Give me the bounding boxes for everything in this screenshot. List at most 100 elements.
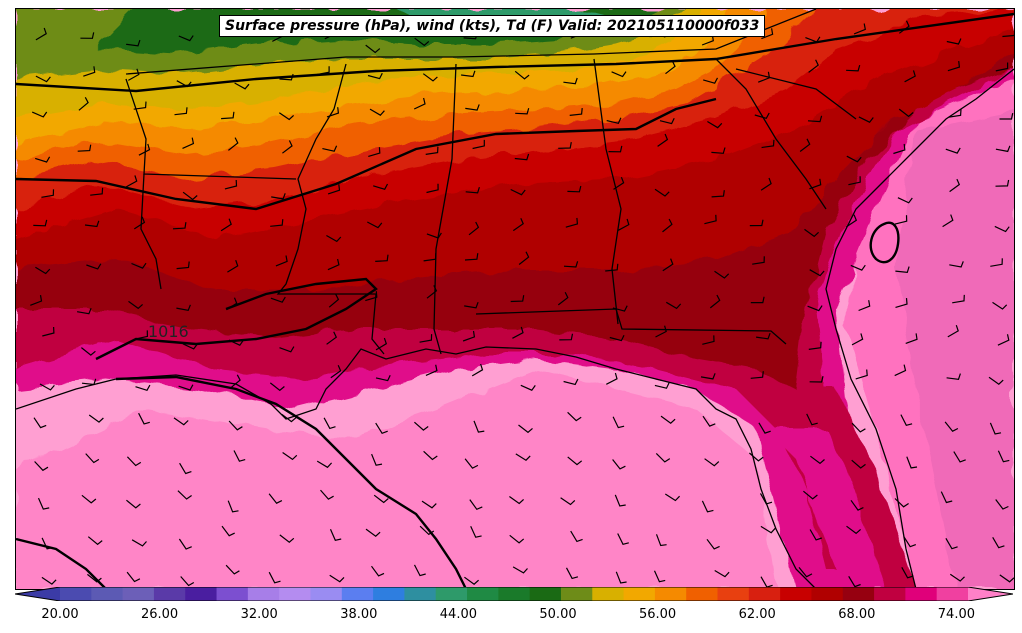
wind-barb [804, 228, 820, 238]
wind-barb [947, 325, 959, 338]
colorbar-swatch [686, 587, 719, 601]
wind-barb [233, 450, 246, 462]
wind-barb [563, 378, 579, 386]
wind-barb [761, 139, 775, 149]
wind-barb [180, 576, 195, 587]
wind-barb [179, 462, 192, 475]
wind-barb [509, 534, 525, 544]
wind-barb [425, 146, 439, 155]
wind-barb [754, 112, 770, 120]
colorbar-swatch [341, 587, 374, 601]
wind-barb [714, 569, 730, 578]
colorbar-swatch [874, 587, 906, 601]
wind-barb [228, 137, 239, 151]
wind-barb [654, 188, 670, 197]
wind-barb [906, 456, 918, 469]
wind-barb [78, 97, 89, 111]
wind-barb [371, 565, 385, 577]
wind-barb [665, 301, 682, 310]
wind-barb [612, 416, 625, 429]
colorbar-extend-high [968, 587, 1013, 601]
wind-barb [512, 566, 528, 574]
wind-barbs [30, 20, 1014, 588]
colorbar-swatch [373, 587, 405, 601]
wind-barb [569, 108, 583, 116]
wind-barb [761, 28, 774, 40]
colorbar-swatch [122, 587, 155, 601]
wind-barb [706, 538, 720, 550]
wind-barb [563, 261, 579, 268]
wind-barb [369, 108, 385, 116]
wind-barb [178, 384, 194, 391]
wind-barb [946, 38, 962, 45]
wind-barb [330, 365, 342, 379]
wind-barb [419, 334, 433, 343]
wind-barb [227, 500, 239, 513]
wind-barb [995, 62, 1009, 72]
wind-barb [371, 453, 383, 466]
wind-barb [999, 574, 1014, 583]
wind-barb [322, 145, 338, 152]
wind-barb [269, 382, 285, 392]
wind-barb [655, 534, 667, 547]
wind-barb [35, 75, 51, 83]
wind-barb [224, 179, 238, 190]
wind-barb [846, 64, 861, 72]
wind-barb [904, 70, 916, 83]
colorbar-swatch [654, 587, 687, 601]
map-panel: 1016 Surface pressure (hPa), wind (kts),… [15, 8, 1015, 590]
wind-barb [944, 421, 959, 432]
wind-barb [125, 175, 138, 188]
wind-barb [948, 109, 962, 118]
wind-barb [997, 450, 1010, 463]
colorbar-tick-label: 44.00 [439, 607, 477, 622]
wind-barb [268, 571, 281, 584]
wind-barb [512, 326, 524, 339]
wind-barb [462, 330, 476, 342]
wind-barb [278, 112, 295, 121]
colorbar-swatch [435, 587, 468, 601]
wind-barb [613, 176, 625, 190]
wind-barb [31, 111, 48, 118]
wind-barb [509, 496, 525, 505]
wind-barb [176, 80, 192, 88]
colorbar-swatch [529, 587, 562, 601]
wind-barb [855, 369, 868, 380]
wind-barb [373, 494, 389, 504]
wind-barb [87, 573, 102, 583]
wind-barb [995, 145, 1011, 153]
wind-barb [131, 539, 147, 547]
wind-barb [806, 413, 818, 426]
wind-barb [895, 266, 910, 274]
colorbar-swatch [279, 587, 311, 601]
dewpoint-map: 1016 [16, 9, 1014, 589]
wind-barb [469, 499, 483, 511]
wind-barb [365, 291, 378, 302]
wind-barb [567, 411, 582, 422]
colorbar-swatch [623, 587, 656, 601]
wind-barb [375, 374, 391, 382]
wind-barb [805, 36, 821, 43]
wind-barb [126, 571, 141, 583]
colorbar-swatch [185, 587, 218, 601]
wind-barb [558, 141, 572, 149]
wind-barb [894, 215, 908, 225]
colorbar-swatch [811, 587, 844, 601]
wind-barb [326, 234, 342, 243]
wind-barb [808, 341, 822, 350]
wind-barb [172, 222, 187, 230]
wind-barb [85, 453, 100, 464]
colorbar-tick-label: 38.00 [340, 607, 378, 622]
colorbar-swatch [247, 587, 280, 601]
wind-barb [77, 144, 92, 152]
wind-barb [660, 415, 676, 424]
wind-barb [34, 461, 49, 472]
wind-barb [752, 256, 765, 265]
wind-barb [557, 291, 569, 306]
wind-barb [808, 59, 819, 73]
wind-barb [898, 20, 910, 34]
wind-barb [39, 383, 55, 391]
wind-barb [711, 190, 725, 198]
wind-barb [895, 298, 908, 308]
wind-barb [988, 376, 1004, 385]
